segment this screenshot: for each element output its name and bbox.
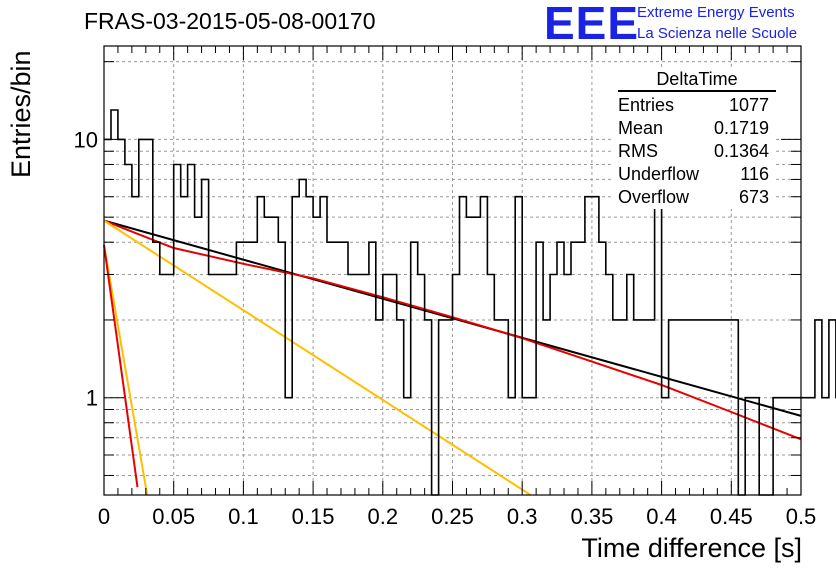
stats-row: Overflow 673 (612, 186, 776, 209)
x-tick-label: 0.5 (786, 504, 817, 529)
fit-curve (103, 244, 149, 496)
logo-line-1: Extreme Energy Events (637, 4, 795, 21)
histogram-outline (104, 109, 836, 496)
axis-ticks (103, 46, 802, 495)
page-title: FRAS-03-2015-05-08-00170 (84, 8, 376, 34)
stats-row: Entries 1077 (612, 94, 776, 117)
stats-row: RMS 0.1364 (612, 140, 776, 163)
tick-labels: 0 0.05 0.1 0.15 0.2 0.25 0.3 0.35 0.4 0.45 0.5 1 10 (74, 127, 817, 529)
x-tick-label: 0.45 (710, 504, 753, 529)
y-tick-label: 10 (74, 127, 98, 152)
stats-label: Entries (618, 95, 675, 115)
x-tick-label: 0.35 (570, 504, 613, 529)
stats-value: 0.1364 (713, 141, 769, 161)
stats-row: Underflow 116 (612, 163, 776, 186)
stats-label: Overflow (618, 187, 690, 207)
x-tick-label: 0 (98, 504, 110, 529)
stats-value: 673 (738, 187, 769, 207)
stats-row: Mean 0.1719 (612, 117, 776, 140)
y-tick-label: 1 (86, 386, 98, 411)
x-axis-label: Time difference [s] (581, 533, 802, 563)
fit-curve (103, 219, 532, 496)
eee-logo: EEE (544, 0, 640, 49)
x-tick-label: 0.1 (228, 504, 259, 529)
stats-title: DeltaTime (618, 68, 776, 92)
x-tick-label: 0.15 (292, 504, 335, 529)
x-tick-label: 0.2 (368, 504, 399, 529)
logo-line-2: La Scienza nelle Scuole (637, 25, 798, 42)
stats-label: Underflow (618, 164, 700, 184)
stats-box: DeltaTime Entries 1077 Mean 0.1719 RMS 0… (612, 68, 776, 209)
stats-value: 116 (740, 164, 769, 184)
stats-value: 1077 (728, 95, 769, 115)
x-tick-label: 0.3 (507, 504, 538, 529)
fit-curve (103, 244, 139, 488)
x-tick-label: 0.4 (646, 504, 677, 529)
stats-label: RMS (618, 141, 658, 161)
stats-label: Mean (618, 118, 664, 138)
stats-value: 0.1719 (713, 118, 769, 138)
histogram (104, 109, 836, 496)
x-tick-label: 0.25 (431, 504, 474, 529)
y-axis-label: Entries/bin (6, 50, 36, 178)
x-tick-label: 0.05 (152, 504, 195, 529)
